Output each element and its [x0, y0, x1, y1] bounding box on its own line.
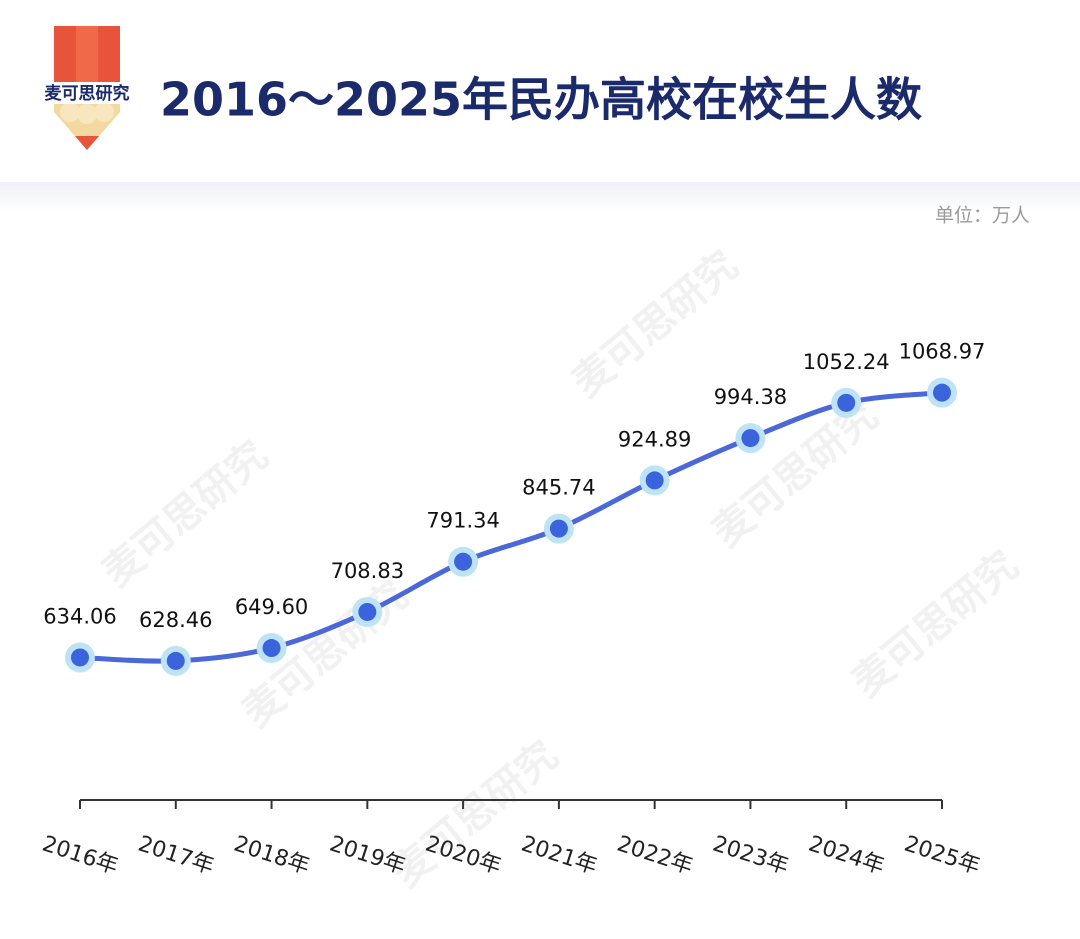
- value-label: 1052.24: [803, 350, 890, 374]
- point: [166, 651, 185, 670]
- value-label: 924.89: [618, 427, 691, 451]
- x-tick-label: 2024年: [805, 832, 887, 880]
- chart-title: 2016～2025年民办高校在校生人数: [160, 73, 922, 127]
- point: [837, 393, 856, 412]
- unit-label: 单位：万人: [935, 205, 1030, 227]
- watermark: 麦可思研究: [564, 242, 747, 406]
- x-tick-label: 2022年: [614, 832, 696, 880]
- value-label: 1068.97: [899, 340, 986, 364]
- x-tick-label: 2025年: [901, 832, 983, 880]
- point: [933, 383, 951, 402]
- logo-text: 麦可思研究: [45, 83, 130, 104]
- logo: 麦可思研究: [40, 26, 134, 150]
- value-label: 845.74: [522, 476, 595, 500]
- header-shadow: [0, 182, 1080, 212]
- value-label: 649.60: [235, 595, 308, 619]
- line: [79, 390, 943, 664]
- watermark: 麦可思研究: [844, 542, 1027, 706]
- x-tick-label: 2019年: [327, 832, 409, 880]
- watermarks: 麦可思研究 麦可思研究 麦可思研究 麦可思研究 麦可思研究 麦可思研究: [94, 242, 1027, 896]
- value-label: 628.46: [139, 608, 212, 632]
- value-label: 994.38: [714, 385, 787, 409]
- point: [358, 602, 377, 621]
- point: [262, 639, 281, 658]
- point: [645, 471, 664, 490]
- value-label: 634.06: [43, 604, 116, 628]
- watermark: 麦可思研究: [704, 392, 887, 556]
- value-label: 791.34: [426, 509, 499, 533]
- x-tick-label: 2017年: [135, 832, 217, 880]
- x-tick-label: 2021年: [518, 832, 600, 880]
- x-tick-label: 2018年: [231, 832, 313, 880]
- value-label: 708.83: [331, 559, 404, 583]
- point: [454, 552, 473, 571]
- x-tick-label: 2016年: [39, 832, 121, 880]
- point: [71, 648, 89, 667]
- point: [549, 519, 568, 538]
- watermark: 麦可思研究: [94, 432, 277, 596]
- x-tick-label: 2023年: [710, 832, 792, 880]
- point: [741, 429, 760, 448]
